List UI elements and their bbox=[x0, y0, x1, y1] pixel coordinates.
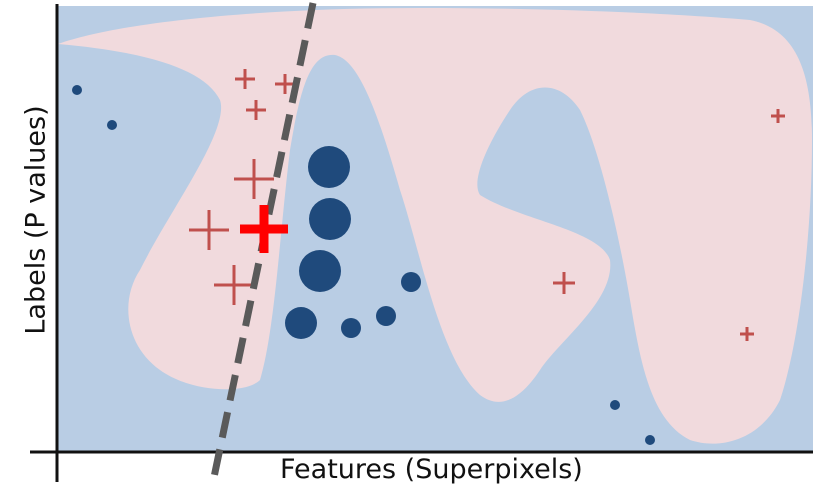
circle-marker bbox=[72, 85, 82, 95]
plus-markers bbox=[189, 69, 785, 341]
plus-marker bbox=[771, 109, 785, 123]
circle-marker bbox=[107, 120, 117, 130]
circle-marker bbox=[610, 400, 620, 410]
plus-marker bbox=[275, 74, 295, 94]
circle-marker bbox=[309, 198, 351, 240]
plus-marker bbox=[189, 210, 229, 250]
circle-marker bbox=[645, 435, 655, 445]
plus-marker bbox=[553, 272, 575, 294]
highlighted-plus-marker bbox=[240, 205, 288, 253]
circle-marker bbox=[341, 318, 361, 338]
pink-region bbox=[58, 8, 812, 444]
circle-marker bbox=[308, 146, 350, 188]
circle-markers bbox=[72, 85, 655, 445]
plus-marker bbox=[214, 265, 254, 305]
circle-marker bbox=[285, 307, 317, 339]
plus-marker bbox=[246, 100, 266, 120]
plus-marker bbox=[235, 69, 255, 89]
x-axis-title: Features (Superpixels) bbox=[280, 454, 583, 485]
plus-marker bbox=[740, 327, 754, 341]
plus-marker bbox=[234, 159, 274, 199]
circle-marker bbox=[401, 272, 421, 292]
circle-marker bbox=[376, 306, 396, 326]
circle-marker bbox=[299, 250, 341, 292]
y-axis-title: Labels (P values) bbox=[20, 105, 52, 335]
